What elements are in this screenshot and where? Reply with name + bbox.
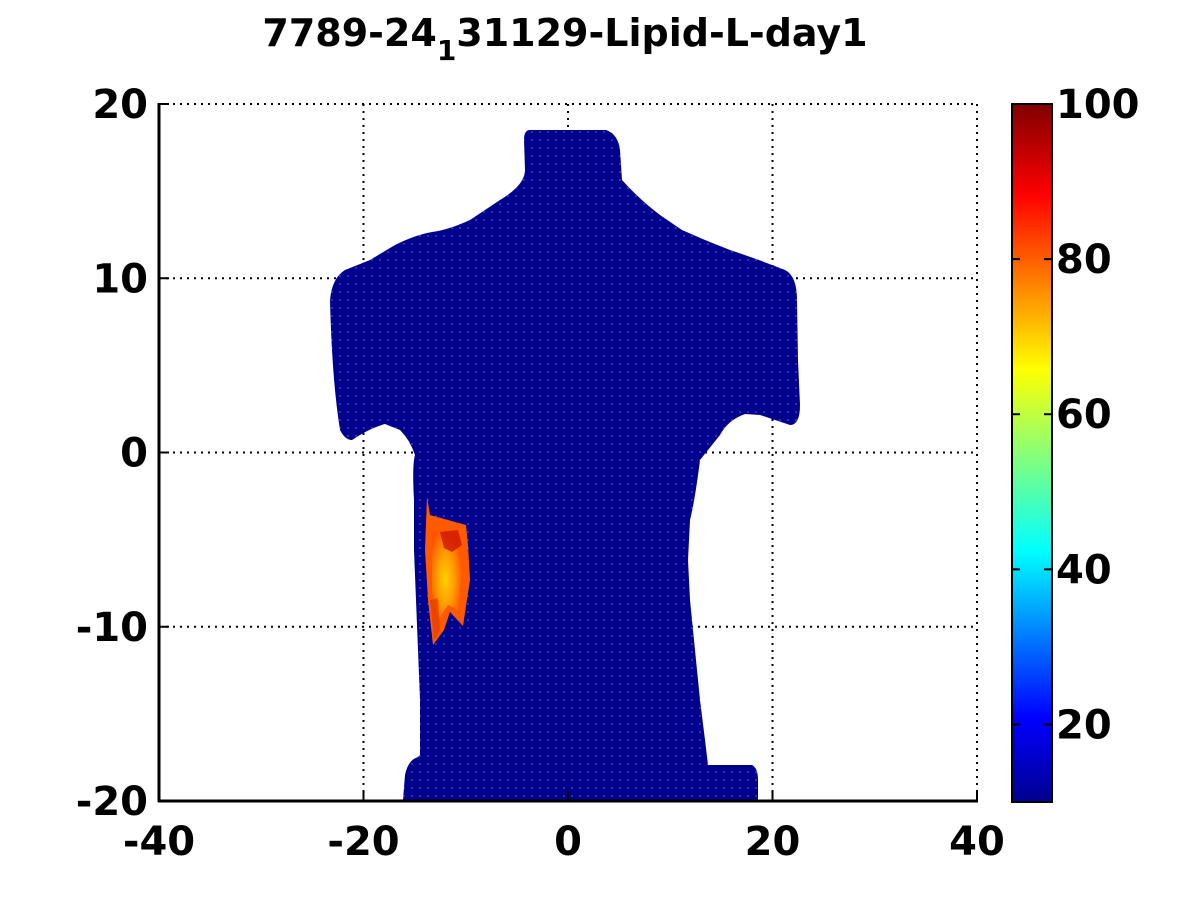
x-tick-label: 0 (554, 819, 582, 865)
y-axis-ticks: 20 10 0 -10 -20 (76, 82, 169, 825)
patch-hot-spot (440, 530, 462, 552)
x-axis-ticks: -40 -20 0 20 40 (123, 791, 1005, 865)
title-prefix: 7789-24 (262, 11, 436, 55)
y-tick-label: 10 (92, 256, 148, 302)
title-subscript: 1 (437, 34, 456, 67)
patch-core (432, 530, 462, 620)
colorbar-ticks: 20 40 60 80 100 (1012, 82, 1140, 748)
x-tick-label: -40 (123, 819, 195, 865)
y-tick-label: -20 (76, 779, 148, 825)
colorbar-tick-label: 20 (1056, 702, 1112, 748)
lipid-patch (425, 497, 470, 645)
y-tick-label: -10 (76, 605, 148, 651)
title-suffix: 31129-Lipid-L-day1 (456, 11, 867, 55)
colorbar: 20 40 60 80 100 (1011, 82, 1140, 803)
colorbar-tick-label: 80 (1056, 237, 1112, 283)
colorbar-tick-label: 40 (1056, 547, 1112, 593)
torso-mesh-dots (330, 130, 800, 800)
colorbar-gradient (1011, 103, 1053, 803)
torso-map (330, 130, 800, 800)
colorbar-tick-label: 100 (1056, 82, 1140, 128)
x-tick-label: 20 (745, 819, 801, 865)
x-tick-label: -20 (327, 819, 399, 865)
colorbar-tick-label: 60 (1056, 392, 1112, 438)
y-tick-label: 20 (92, 82, 148, 128)
chart-title: 7789-24131129-Lipid-L-day1 (262, 11, 867, 67)
patch-hot-spot-2 (430, 598, 440, 640)
x-tick-label: 40 (949, 819, 1005, 865)
y-tick-label: 0 (120, 431, 148, 477)
